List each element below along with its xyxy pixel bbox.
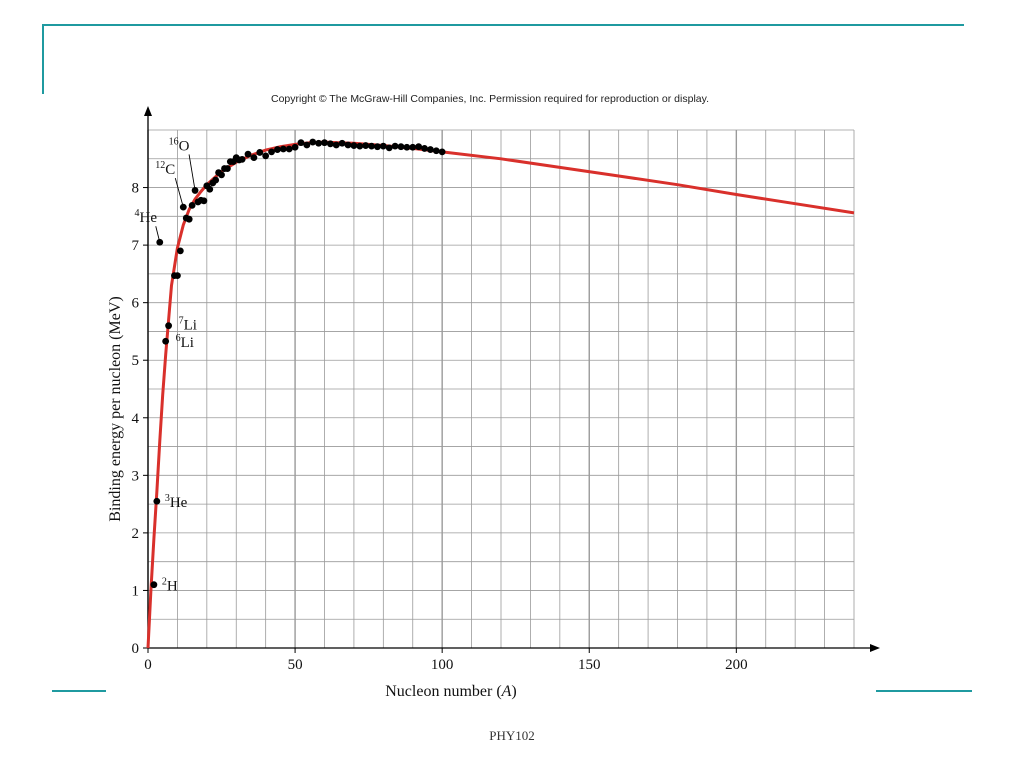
annotation-4he: 4He [135,208,158,226]
data-point [374,143,381,151]
data-points [150,138,446,589]
chart-axes [144,106,880,652]
x-tick-label: 150 [578,657,601,673]
y-tick-label: 6 [132,296,140,312]
y-tick-label: 8 [132,181,140,197]
copyright-notice: Copyright © The McGraw-Hill Companies, I… [270,93,710,105]
y-tick-label: 2 [132,526,140,542]
bottom-right-accent-line [876,690,972,692]
data-point [200,197,208,205]
data-point [427,146,434,153]
data-point [332,141,340,149]
data-point [212,176,220,184]
annotation-16o: 16O [169,136,190,154]
data-point [297,139,305,147]
bottom-left-accent-line [52,690,106,692]
data-point [438,148,446,156]
y-tick-label: 4 [132,411,140,427]
data-point [285,145,293,153]
data-point [291,143,299,151]
data-point [415,143,423,151]
data-point [279,145,287,153]
annotation-7li: 7Li [179,316,197,334]
chart-grid [147,129,855,649]
data-point [350,142,358,149]
data-point [153,497,161,505]
data-point [409,143,417,151]
data-point [162,337,170,345]
data-point [385,144,393,152]
y-tick-label: 0 [132,641,140,657]
y-tick-label: 1 [132,583,140,599]
data-point [165,322,172,330]
y-tick-label: 7 [132,238,140,254]
chart-ticks: 0 50 100 150 200 0 1 2 3 4 5 6 7 8 [132,181,748,673]
annotation-12c: 12C [155,160,175,178]
x-tick-label: 0 [144,657,152,673]
data-point [315,139,323,147]
data-point [362,142,370,149]
x-tick-label: 200 [725,657,748,673]
top-accent-line [42,24,964,26]
data-point [274,146,281,153]
data-point [262,152,270,160]
data-point [218,171,225,179]
data-point [150,581,158,589]
data-point [268,148,275,156]
x-axis-arrow [870,644,880,652]
data-point [179,203,187,211]
data-point [356,142,364,150]
data-point [191,187,199,194]
data-point [368,142,375,150]
annotation-2h: 2H [162,577,178,595]
annotation-leader-line [174,178,184,208]
data-point [397,143,405,151]
data-point [421,145,428,152]
data-point [176,247,184,255]
left-accent-line [42,24,44,94]
data-point [244,150,252,158]
data-point [391,142,399,150]
x-axis-title: Nucleon number (A) [385,683,517,700]
data-point [238,155,246,163]
annotation-6li: 6Li [176,333,194,351]
data-point [185,215,193,223]
x-tick-label: 100 [431,657,454,673]
data-point [321,139,328,147]
data-point [250,154,258,162]
annotation-leader-line [188,154,196,191]
data-point [206,185,214,193]
x-tick-label: 50 [288,657,303,673]
data-point [344,141,352,149]
data-point [188,201,196,209]
y-tick-label: 3 [132,468,140,484]
y-tick-label: 5 [132,353,140,369]
data-point [303,141,311,149]
y-axis-title: Binding energy per nucleon (MeV) [107,296,124,521]
data-point [309,138,317,146]
data-point [338,139,346,147]
data-point [403,143,411,151]
data-point [174,272,181,280]
annotation-3he: 3He [165,493,188,511]
data-point [379,142,387,150]
annotation-leader-line [155,226,161,243]
data-point [326,140,334,148]
data-point [432,147,440,155]
data-point [224,165,231,172]
footer-text: PHY102 [489,728,535,743]
data-point [256,149,264,156]
y-axis-arrow [144,106,152,116]
